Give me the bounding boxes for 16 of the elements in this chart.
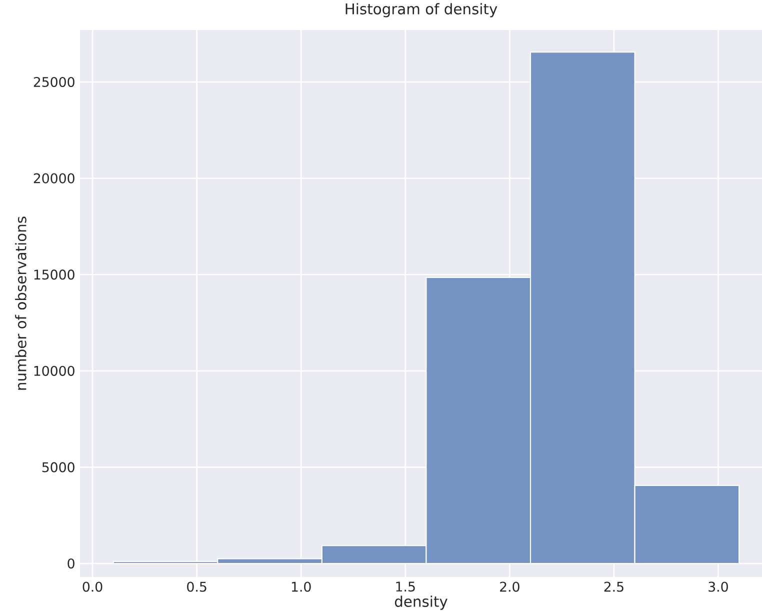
x-tick-label: 2.5 — [604, 582, 624, 592]
y-tick-label: 20000 — [34, 173, 74, 184]
x-tick-label: 0.0 — [82, 582, 102, 592]
x-tick-label: 1.0 — [292, 582, 311, 592]
y-tick-label: 0 — [68, 558, 74, 569]
y-axis-title: number of observations — [15, 216, 26, 390]
x-tick-label: 3.0 — [708, 582, 728, 592]
chart-title: Histogram of density — [346, 3, 498, 18]
y-tick-label: 10000 — [34, 366, 74, 376]
y-tick-label: 5000 — [42, 462, 74, 472]
y-tick-label: 15000 — [34, 270, 74, 280]
y-tick-label: 25000 — [34, 76, 74, 88]
x-axis-title: density — [394, 596, 448, 610]
x-tick-label: 0.5 — [187, 582, 206, 592]
x-tick-label: 1.5 — [396, 582, 415, 592]
x-tick-label: 2.0 — [500, 582, 520, 592]
